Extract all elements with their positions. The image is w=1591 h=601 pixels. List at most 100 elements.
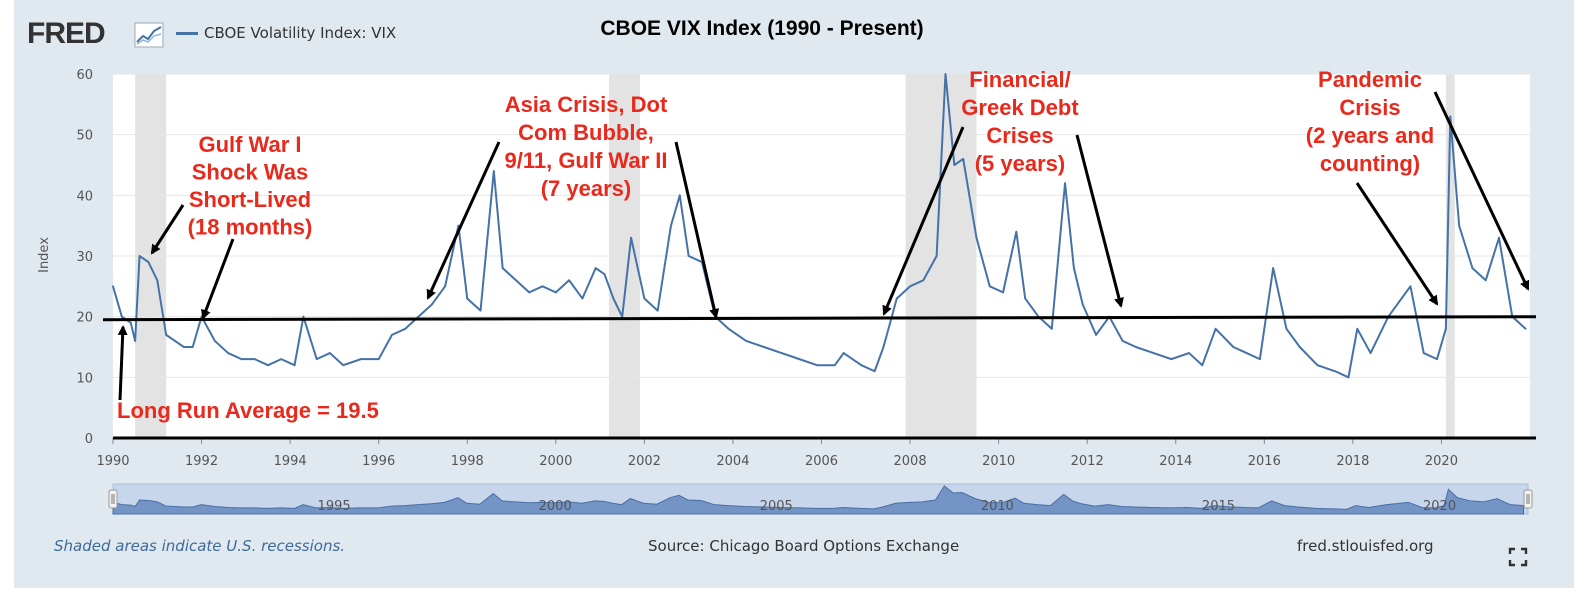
annotation-pandemic: (2 years and [1306,123,1434,148]
data-point [581,297,584,300]
data-point [670,224,672,227]
data-point [1369,352,1372,354]
fred-logo[interactable]: FRED [27,17,106,50]
data-point [1356,327,1359,330]
fred-sparkline-icon [134,22,164,48]
fullscreen-icon[interactable] [1508,547,1528,567]
data-point [780,352,783,354]
data-point [457,224,460,227]
annotation-arrow [1355,182,1439,306]
data-point [174,340,176,342]
data-point [120,315,123,318]
data-point [391,333,393,336]
data-point [147,261,150,263]
annotation-arrow [1075,134,1124,308]
y-axis: 0 10 20 30 40 50 60 [76,68,93,447]
annotation-long-run-average: Long Run Average = 19.5 [117,398,379,423]
legend-swatch [176,31,198,35]
chart-legend[interactable]: CBOE Volatility Index: VIX [176,24,396,42]
data-point [1188,352,1190,354]
data-point [1298,346,1301,348]
y-tick-label: 0 [85,432,93,447]
data-point [1458,224,1461,227]
x-tick-label: 2012 [1071,454,1104,469]
data-point [430,303,433,306]
data-point [377,358,380,361]
annotation-asia-crisis: Asia Crisis, Dot [505,92,668,117]
annotation-arrow [150,204,185,255]
data-point [1422,352,1425,354]
navigator-label: 2020 [1423,499,1456,514]
data-point [1134,346,1137,348]
data-point [1232,346,1235,348]
x-tick-label: 2014 [1159,454,1192,469]
data-point [1396,303,1399,306]
site-link[interactable]: fred.stlouisfed.org [1297,537,1434,555]
annotation-financial-crisis: Greek Debt [961,95,1079,120]
data-point [1245,352,1248,354]
annotation-financial-crisis: (5 years) [975,151,1066,176]
annotation-pandemic: Crisis [1339,95,1400,120]
data-point [1285,327,1288,330]
x-tick-label: 2002 [628,454,661,469]
data-point [404,327,407,330]
navigator-handle-icon[interactable] [1523,489,1533,509]
series-line[interactable] [112,73,1527,379]
data-point [873,370,876,373]
x-tick-label: 2008 [894,454,927,469]
annotation-pandemic: counting) [1320,151,1420,176]
data-point [501,267,504,270]
data-point [1081,303,1084,306]
average-layer [102,315,1537,322]
navigator-label: 1995 [318,499,351,514]
data-point [1409,285,1412,288]
series-layer[interactable] [112,73,1527,379]
data-point [727,327,730,330]
data-point [1064,182,1066,185]
data-point [1152,352,1155,354]
data-point [1436,358,1438,361]
data-point [156,279,159,282]
data-point [1024,297,1027,300]
data-point [1498,236,1500,239]
data-point [842,352,845,354]
data-point [515,279,517,282]
x-tick-label: 2006 [805,454,838,469]
data-point [1201,364,1204,367]
data-point [612,297,615,300]
data-point [1073,267,1075,270]
average-line [102,315,1537,322]
data-point [798,358,801,361]
data-point [1334,370,1337,373]
x-tick-label: 1992 [185,454,218,469]
data-point [988,285,991,288]
data-point [329,352,331,354]
data-point [182,346,185,348]
data-point [1449,115,1452,118]
data-point [882,346,885,348]
y-tick-label: 40 [76,189,93,204]
navigator-handle-icon[interactable] [108,489,118,509]
navigator-label: 2005 [760,499,793,514]
data-point [342,364,345,367]
source-note: Source: Chicago Board Options Exchange [648,537,960,555]
data-point [568,279,570,282]
annotation-arrows [117,91,1530,401]
data-point [1015,230,1018,233]
x-tick-label: 1996 [362,454,395,469]
range-navigator[interactable]: 1995 2000 2005 2010 2015 2020 [108,483,1533,515]
data-point [745,340,748,342]
data-point [315,358,318,361]
chart-title: CBOE VIX Index (1990 - Present) [600,17,924,40]
data-point [302,315,305,318]
data-point [134,340,137,342]
data-point [860,364,863,367]
annotation-gulf-war: (18 months) [188,215,313,240]
data-point [643,297,646,300]
data-point [816,364,818,367]
annotation-asia-crisis: Com Bubble, [518,120,654,145]
y-tick-label: 60 [76,68,93,83]
data-point [1258,358,1261,361]
data-point [479,309,482,312]
